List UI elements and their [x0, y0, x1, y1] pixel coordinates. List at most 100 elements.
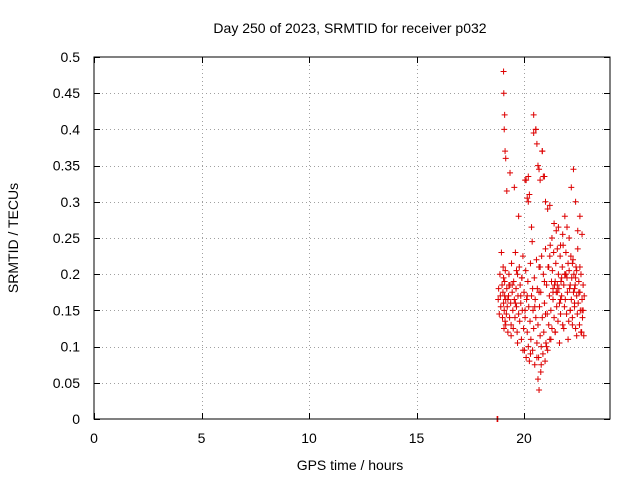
data-point	[502, 155, 509, 162]
data-point	[516, 318, 523, 325]
chart-title: Day 250 of 2023, SRMTID for receiver p03…	[213, 20, 486, 36]
data-point	[541, 300, 548, 307]
data-point	[557, 242, 564, 249]
data-point	[522, 177, 529, 184]
y-tick-label: 0.15	[53, 302, 80, 318]
data-point	[553, 227, 560, 234]
data-point	[523, 296, 530, 303]
y-tick-label: 0.25	[53, 230, 80, 246]
data-point	[531, 303, 538, 310]
data-point	[503, 311, 510, 318]
data-point	[561, 303, 568, 310]
data-point	[502, 148, 509, 155]
data-point	[581, 292, 588, 299]
data-point	[511, 184, 518, 191]
data-point	[538, 361, 545, 368]
tick-labels: 0 5 10 15 20 0 0.05 0.1 0.15 0.2 0.25 0.3 0.35 0.4 0.4…	[53, 49, 532, 446]
data-point	[514, 271, 521, 278]
data-point	[560, 325, 567, 332]
data-point	[527, 336, 534, 343]
y-tick-label: 0.3	[61, 194, 81, 210]
data-point	[527, 260, 534, 267]
data-point	[575, 289, 582, 296]
data-point	[495, 296, 502, 303]
data-point	[554, 282, 561, 289]
x-axis-label: GPS time / hours	[297, 457, 404, 473]
data-point	[529, 285, 536, 292]
data-point	[524, 292, 531, 299]
data-point	[537, 368, 544, 375]
data-point	[532, 126, 539, 133]
data-point	[553, 303, 560, 310]
y-tick-label: 0.2	[61, 266, 81, 282]
data-point	[576, 321, 583, 328]
data-point	[576, 213, 583, 220]
data-point	[531, 274, 538, 281]
data-point	[533, 339, 540, 346]
data-point	[540, 329, 547, 336]
data-point	[541, 173, 548, 180]
data-point	[573, 292, 580, 299]
data-point	[503, 285, 510, 292]
data-point	[558, 292, 565, 299]
data-point	[534, 321, 541, 328]
data-point	[534, 162, 541, 169]
data-point	[544, 206, 551, 213]
data-point	[539, 350, 546, 357]
data-point	[517, 300, 524, 307]
data-point	[499, 289, 506, 296]
y-tick-label: 0.45	[53, 85, 80, 101]
data-point	[518, 274, 525, 281]
data-point	[498, 249, 505, 256]
data-point	[505, 271, 512, 278]
y-tick-label: 0.4	[61, 121, 81, 137]
data-point	[500, 68, 507, 75]
data-point	[566, 267, 573, 274]
data-point	[547, 307, 554, 314]
data-point	[497, 303, 504, 310]
data-point	[556, 339, 563, 346]
y-tick-label: 0.05	[53, 375, 80, 391]
data-point	[524, 195, 531, 202]
data-point	[508, 260, 515, 267]
data-point	[550, 289, 557, 296]
data-point	[506, 314, 513, 321]
data-point	[517, 282, 524, 289]
data-point	[525, 198, 532, 205]
data-point	[500, 90, 507, 97]
y-axis-label: SRMTID / TECUs	[5, 183, 21, 293]
data-point	[527, 350, 534, 357]
data-point	[550, 296, 557, 303]
data-point	[572, 274, 579, 281]
data-point	[524, 329, 531, 336]
data-point	[567, 282, 574, 289]
data-point	[542, 358, 549, 365]
data-point	[573, 267, 580, 274]
data-point	[522, 307, 529, 314]
data-point	[558, 274, 565, 281]
data-point	[542, 198, 549, 205]
data-point	[511, 314, 518, 321]
data-point	[499, 282, 506, 289]
data-point	[542, 339, 549, 346]
x-tick-label: 0	[90, 430, 98, 446]
data-point	[501, 325, 508, 332]
y-tick-label: 0.1	[61, 339, 81, 355]
data-point	[526, 191, 533, 198]
x-tick-label: 20	[516, 430, 532, 446]
data-point	[555, 271, 562, 278]
data-point	[518, 336, 525, 343]
data-point	[502, 318, 509, 325]
data-point	[530, 307, 537, 314]
data-point	[569, 260, 576, 267]
data-point	[525, 303, 532, 310]
data-point	[533, 354, 540, 361]
data-point	[542, 311, 549, 318]
data-point	[509, 307, 516, 314]
data-point	[545, 263, 552, 270]
data-point	[544, 347, 551, 354]
y-tick-label: 0	[72, 411, 80, 427]
data-point	[502, 267, 509, 274]
data-point	[501, 278, 508, 285]
data-point	[532, 296, 539, 303]
